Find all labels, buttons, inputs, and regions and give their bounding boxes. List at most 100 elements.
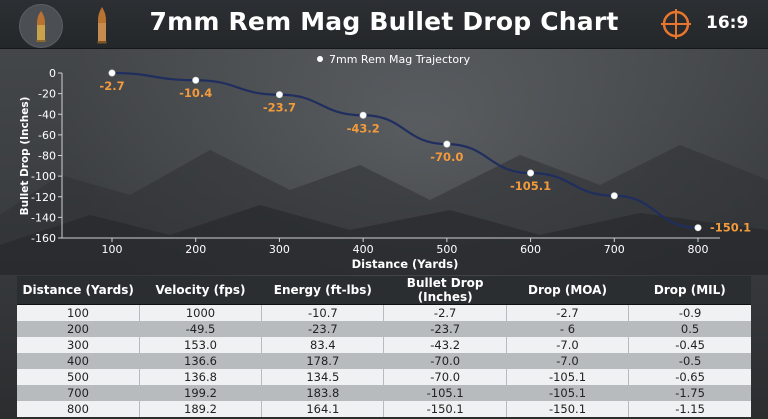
table-cell: 700 bbox=[17, 385, 140, 401]
table-cell: 800 bbox=[17, 401, 140, 417]
table-cell: 300 bbox=[17, 337, 140, 353]
table-cell: -1.75 bbox=[628, 385, 751, 401]
table-cell: -10.7 bbox=[261, 304, 385, 321]
table-cell: 136.6 bbox=[139, 353, 263, 369]
table-cell: -23.7 bbox=[383, 321, 507, 337]
table-cell: -43.2 bbox=[383, 337, 507, 353]
column-header: Bullet Drop (Inches) bbox=[383, 276, 507, 305]
data-point bbox=[192, 76, 200, 84]
table-cell: 500 bbox=[17, 369, 140, 385]
table-cell: -2.7 bbox=[506, 304, 630, 321]
table-cell: 189.2 bbox=[139, 401, 263, 417]
table-row: 400 136.6 178.7 -70.0 -7.0 -0.5 bbox=[17, 353, 751, 369]
table-cell: -7.0 bbox=[506, 353, 630, 369]
table-cell: -105.1 bbox=[383, 385, 507, 401]
series-line bbox=[111, 71, 699, 229]
table-cell: 183.8 bbox=[261, 385, 385, 401]
table-row: 300 153.0 83.4 -43.2 -7.0 -0.45 bbox=[17, 337, 751, 353]
bullet-badge bbox=[19, 4, 63, 48]
crosshair-icon bbox=[661, 9, 691, 39]
table-header-row: Distance (Yards) Velocity (fps) Energy (ft… bbox=[17, 276, 751, 305]
column-header: Energy (ft-lbs) bbox=[261, 276, 384, 305]
table-cell: -150.1 bbox=[506, 401, 630, 417]
y-tick-label: -80 bbox=[38, 150, 56, 163]
table-cell: - 6 bbox=[506, 321, 630, 337]
x-tick-label: 400 bbox=[353, 243, 374, 256]
legend-marker bbox=[317, 56, 323, 62]
data-label: -10.4 bbox=[179, 86, 212, 100]
table-cell: 0.5 bbox=[628, 321, 751, 337]
y-tick-label: -40 bbox=[38, 108, 56, 121]
table-cell: -70.0 bbox=[383, 369, 507, 385]
header-bar: 7mm Rem Mag Bullet Drop Chart 16:9 bbox=[0, 0, 768, 49]
data-point bbox=[694, 224, 702, 232]
page-title: 7mm Rem Mag Bullet Drop Chart bbox=[149, 7, 619, 36]
data-point bbox=[275, 91, 283, 99]
data-label: -23.7 bbox=[263, 101, 296, 115]
table-cell: -23.7 bbox=[261, 321, 385, 337]
mountain-backdrop bbox=[0, 145, 768, 275]
data-point bbox=[527, 169, 535, 177]
data-label: -70.0 bbox=[430, 150, 463, 164]
table-cell: 400 bbox=[17, 353, 140, 369]
table-row: 500 136.8 134.5 -70.0 -105.1 -0.65 bbox=[17, 369, 751, 385]
data-point bbox=[610, 192, 618, 200]
y-tick-label: -100 bbox=[31, 170, 56, 183]
column-header: Velocity (fps) bbox=[139, 276, 262, 305]
table-cell: 136.8 bbox=[139, 369, 263, 385]
data-label: -105.1 bbox=[510, 179, 551, 193]
x-tick-label: 300 bbox=[269, 243, 290, 256]
table-row: 700 199.2 183.8 -105.1 -105.1 -1.75 bbox=[17, 385, 751, 401]
x-axis-label: Distance (Yards) bbox=[352, 257, 459, 271]
table-cell: 153.0 bbox=[139, 337, 263, 353]
table-cell: -0.9 bbox=[628, 304, 751, 321]
table-row: 800 189.2 164.1 -150.1 -150.1 -1.15 bbox=[17, 401, 751, 417]
y-axis-label: Bullet Drop (Inches) bbox=[19, 97, 31, 216]
y-tick-label: -60 bbox=[38, 129, 56, 142]
table-cell: 83.4 bbox=[261, 337, 385, 353]
x-tick-label: 500 bbox=[436, 243, 457, 256]
data-point bbox=[359, 111, 367, 119]
data-label: -43.2 bbox=[347, 121, 380, 135]
table-row: 200 -49.5 -23.7 -23.7- 6 0.5 bbox=[17, 321, 751, 337]
table-cell: 134.5 bbox=[261, 369, 385, 385]
table-cell: 1000 bbox=[139, 304, 263, 321]
x-tick-label: 100 bbox=[102, 243, 123, 256]
table-row: 100 1000 -10.7 -2.7 -2.7 -0.9 bbox=[17, 304, 751, 321]
bullet-icon bbox=[36, 11, 46, 42]
table-cell: 100 bbox=[17, 304, 140, 321]
table-cell: -105.1 bbox=[506, 385, 630, 401]
table-cell: -150.1 bbox=[383, 401, 507, 417]
column-header: Drop (MIL) bbox=[628, 276, 751, 305]
ballistics-table: Distance (Yards) Velocity (fps) Energy (ft… bbox=[17, 276, 751, 417]
legend-label: 7mm Rem Mag Trajectory bbox=[329, 53, 471, 66]
data-label: -150.1 bbox=[710, 221, 751, 235]
table-cell: -49.5 bbox=[139, 321, 263, 337]
x-tick-label: 600 bbox=[520, 243, 541, 256]
table-cell: -7.0 bbox=[506, 337, 630, 353]
y-tick-label: 0 bbox=[49, 67, 56, 80]
x-tick-label: 200 bbox=[185, 243, 206, 256]
y-tick-label: -20 bbox=[38, 88, 56, 101]
table-cell: 178.7 bbox=[261, 353, 385, 369]
data-point bbox=[108, 69, 116, 77]
table-cell: 164.1 bbox=[261, 401, 385, 417]
table-cell: -1.15 bbox=[628, 401, 751, 417]
x-tick-label: 800 bbox=[688, 243, 709, 256]
y-tick-label: -140 bbox=[31, 211, 56, 224]
table-cell: -0.45 bbox=[628, 337, 751, 353]
table-cell: 200 bbox=[17, 321, 140, 337]
y-tick-label: -160 bbox=[31, 232, 56, 245]
data-point bbox=[443, 140, 451, 148]
table-cell: -105.1 bbox=[506, 369, 630, 385]
table-cell: -2.7 bbox=[383, 304, 507, 321]
x-tick-label: 700 bbox=[604, 243, 625, 256]
data-label: -2.7 bbox=[99, 79, 124, 93]
cartridge-icon bbox=[97, 7, 107, 44]
column-header: Drop (MOA) bbox=[506, 276, 629, 305]
trajectory-chart: 7mm Rem Mag Trajectory 0 -20 -40 -60 -80 -100… bbox=[19, 53, 751, 271]
aspect-ratio-label: 16:9 bbox=[706, 13, 749, 33]
table-cell: -0.65 bbox=[628, 369, 751, 385]
y-tick-label: -120 bbox=[31, 191, 56, 204]
chart-legend: 7mm Rem Mag Trajectory bbox=[317, 53, 471, 66]
